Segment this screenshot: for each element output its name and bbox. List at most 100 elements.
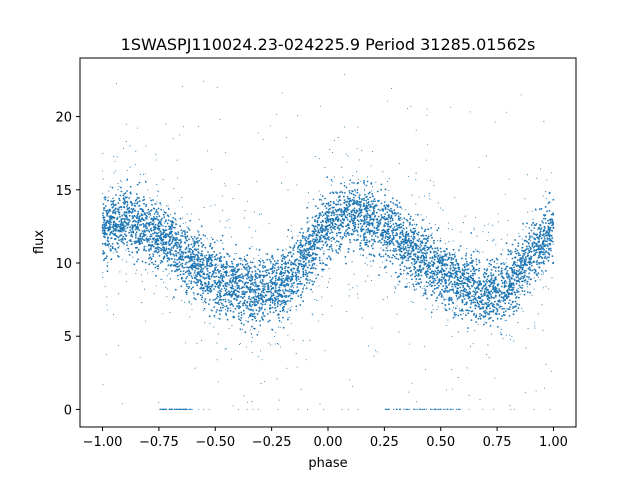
data-point (189, 260, 191, 262)
data-point (401, 238, 404, 241)
data-point (283, 292, 286, 295)
data-point (115, 194, 117, 196)
data-point (305, 240, 308, 243)
data-point (356, 189, 359, 191)
data-point (135, 240, 137, 243)
data-point (281, 267, 284, 270)
data-point (276, 290, 279, 292)
data-point (143, 229, 146, 232)
data-point (436, 247, 439, 250)
data-point (300, 296, 303, 299)
data-point (270, 287, 273, 290)
data-point (482, 285, 485, 288)
data-point (188, 257, 191, 260)
data-point (308, 259, 311, 262)
data-point (285, 296, 287, 299)
data-point (422, 261, 424, 263)
data-point (528, 249, 530, 252)
data-point (348, 192, 351, 194)
data-point (394, 229, 397, 232)
data-point (190, 288, 193, 290)
data-point (215, 311, 218, 313)
data-point (382, 216, 385, 219)
data-point (105, 257, 108, 259)
data-point (443, 298, 446, 301)
data-point (280, 282, 283, 285)
data-point (175, 253, 178, 255)
data-point (445, 281, 448, 284)
data-point (542, 260, 545, 263)
data-point (523, 271, 526, 274)
data-point (218, 271, 220, 274)
data-point (373, 209, 375, 212)
data-point (363, 199, 365, 202)
data-point (471, 265, 474, 267)
data-point (283, 272, 286, 274)
data-point (227, 253, 229, 256)
data-point (257, 301, 259, 304)
data-point (499, 305, 502, 308)
data-point (292, 282, 295, 284)
data-point (163, 231, 166, 234)
data-point (222, 268, 225, 271)
data-point (146, 227, 148, 230)
data-point (507, 295, 510, 298)
data-point (250, 305, 253, 308)
data-point (422, 248, 424, 251)
data-point (453, 283, 456, 286)
data-point (409, 215, 412, 218)
data-point (492, 284, 495, 287)
data-point (344, 209, 347, 212)
data-point (249, 298, 252, 301)
data-point (503, 285, 506, 288)
data-point (280, 266, 283, 268)
data-point (418, 268, 421, 271)
data-point (103, 259, 105, 262)
data-point (240, 311, 243, 314)
data-point (197, 279, 200, 281)
data-point (510, 282, 513, 285)
data-point (191, 250, 194, 252)
data-point (511, 274, 514, 277)
data-point (453, 269, 456, 271)
data-point (320, 221, 322, 224)
data-point (319, 212, 322, 215)
data-point (332, 202, 335, 205)
data-point (283, 255, 285, 258)
data-point (207, 286, 210, 289)
data-point (165, 248, 168, 251)
data-point (256, 273, 259, 276)
data-point (302, 273, 304, 276)
data-point (260, 302, 262, 305)
data-point (317, 273, 320, 276)
data-point (399, 231, 402, 234)
data-point (137, 210, 140, 213)
data-point (530, 255, 533, 258)
data-point (294, 260, 296, 263)
data-point (316, 253, 318, 256)
data-point (415, 274, 418, 277)
data-point (126, 244, 128, 247)
data-point (213, 275, 215, 278)
data-point (378, 274, 380, 276)
data-point (156, 213, 159, 216)
data-point (467, 280, 469, 282)
data-point (334, 228, 336, 231)
data-point (525, 235, 528, 238)
data-point (305, 282, 308, 284)
data-point (353, 209, 356, 212)
data-point (335, 210, 338, 213)
data-point (335, 191, 337, 194)
data-point (288, 259, 291, 262)
data-point (290, 285, 292, 288)
data-point (389, 249, 392, 252)
data-point (301, 254, 304, 257)
data-point (367, 198, 369, 201)
data-point (170, 242, 173, 245)
data-point (199, 294, 202, 296)
data-point (236, 277, 239, 279)
data-point (401, 256, 403, 259)
data-point (254, 265, 256, 268)
data-point (240, 279, 242, 282)
data-point (359, 235, 362, 238)
